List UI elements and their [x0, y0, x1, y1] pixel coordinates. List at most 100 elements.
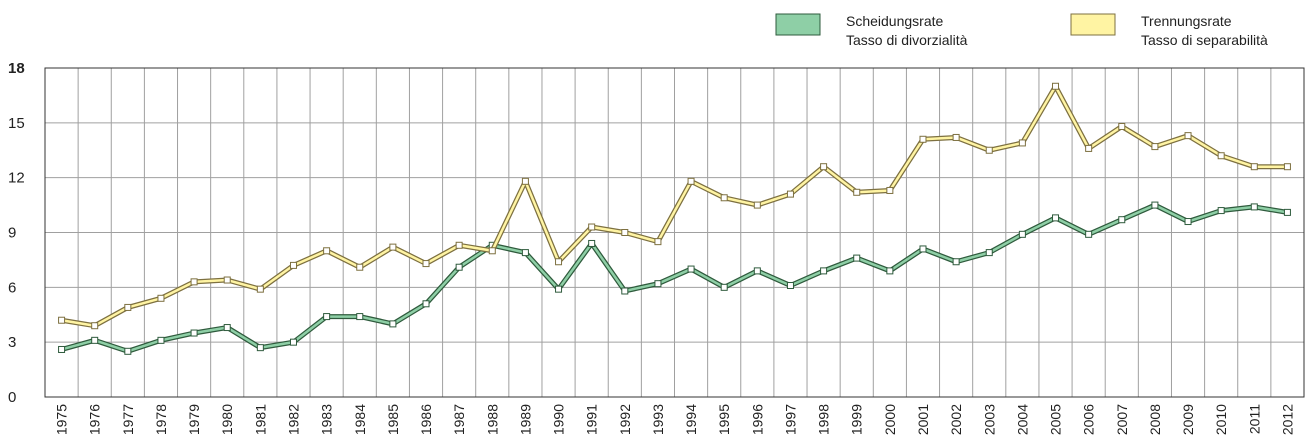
x-tick-label: 2009	[1180, 404, 1196, 435]
x-tick-label: 1981	[252, 404, 268, 435]
x-tick-label: 2007	[1114, 404, 1130, 435]
x-tick-label: 1998	[816, 404, 832, 435]
x-tick-label: 2003	[981, 404, 997, 435]
x-tick-label: 1990	[551, 404, 567, 435]
point-marker	[820, 267, 828, 275]
point-marker	[223, 324, 231, 332]
x-tick-label: 1976	[87, 404, 103, 435]
x-tick-label: 2008	[1147, 404, 1163, 435]
point-marker	[853, 188, 861, 196]
point-marker	[1250, 163, 1258, 171]
x-tick-label: 2000	[882, 404, 898, 435]
x-tick-label: 1979	[186, 404, 202, 435]
point-marker	[919, 245, 927, 253]
point-marker	[1018, 230, 1026, 238]
point-marker	[256, 285, 264, 293]
point-marker	[488, 247, 496, 255]
point-marker	[687, 265, 695, 273]
point-marker	[521, 249, 529, 257]
point-marker	[952, 133, 960, 141]
point-marker	[786, 282, 794, 290]
x-tick-label: 1993	[650, 404, 666, 435]
point-marker	[919, 135, 927, 143]
point-marker	[985, 146, 993, 154]
point-marker	[1184, 218, 1192, 226]
x-tick-label: 1988	[484, 404, 500, 435]
point-marker	[157, 336, 165, 344]
point-marker	[621, 287, 629, 295]
x-tick-label: 1994	[683, 404, 699, 435]
point-marker	[223, 276, 231, 284]
x-tick-label: 1997	[782, 404, 798, 435]
point-marker	[654, 280, 662, 288]
x-tick-label: 2005	[1048, 404, 1064, 435]
point-marker	[1085, 230, 1093, 238]
series-line	[61, 85, 1288, 327]
point-marker	[521, 177, 529, 185]
point-marker	[1184, 132, 1192, 140]
y-tick-label: 9	[8, 225, 16, 242]
x-tick-label: 1977	[120, 404, 136, 435]
point-marker	[853, 254, 861, 262]
point-marker	[389, 243, 397, 251]
x-tick-label: 2010	[1213, 404, 1229, 435]
point-marker	[157, 294, 165, 302]
legend-label: Scheidungsrate	[846, 13, 944, 29]
point-marker	[985, 249, 993, 257]
y-tick-label: 3	[8, 334, 16, 351]
point-marker	[58, 345, 66, 353]
point-marker	[124, 347, 132, 355]
point-marker	[1217, 152, 1225, 160]
point-marker	[1151, 143, 1159, 151]
point-marker	[555, 258, 563, 266]
x-tick-label: 1978	[153, 404, 169, 435]
point-marker	[289, 338, 297, 346]
series-line	[61, 203, 1288, 353]
point-marker	[1151, 201, 1159, 209]
point-marker	[190, 278, 198, 286]
point-marker	[1052, 82, 1060, 90]
y-tick-label: 0	[8, 389, 16, 406]
point-marker	[422, 260, 430, 268]
legend-label: Tasso di separabilità	[1141, 32, 1268, 48]
x-tick-label: 1995	[716, 404, 732, 435]
point-marker	[389, 320, 397, 328]
y-tick-label: 12	[8, 170, 25, 187]
x-tick-label: 2011	[1246, 404, 1262, 434]
point-marker	[91, 336, 99, 344]
point-marker	[356, 263, 364, 271]
point-marker	[1118, 122, 1126, 130]
point-marker	[687, 177, 695, 185]
x-tick-label: 2004	[1014, 404, 1030, 435]
x-tick-label: 2012	[1279, 404, 1295, 435]
point-marker	[124, 303, 132, 311]
point-marker	[1217, 207, 1225, 215]
point-marker	[323, 313, 331, 321]
x-tick-label: 1984	[352, 404, 368, 435]
x-tick-label: 1991	[584, 404, 600, 435]
point-marker	[58, 316, 66, 324]
point-marker	[1250, 203, 1258, 211]
point-marker	[1283, 208, 1291, 216]
point-marker	[323, 247, 331, 255]
point-marker	[720, 194, 728, 202]
x-tick-label: 1986	[418, 404, 434, 435]
point-marker	[588, 239, 596, 247]
point-marker	[289, 261, 297, 269]
x-tick-label: 2006	[1081, 404, 1097, 435]
y-tick-label: 6	[8, 279, 16, 296]
x-tick-label: 1996	[749, 404, 765, 435]
point-marker	[886, 267, 894, 275]
point-marker	[455, 263, 463, 271]
point-marker	[555, 285, 563, 293]
point-marker	[720, 283, 728, 291]
point-marker	[455, 241, 463, 249]
x-tick-label: 1987	[451, 404, 467, 435]
point-marker	[621, 229, 629, 236]
x-tick-label: 1989	[517, 404, 533, 435]
x-tick-label: 1983	[319, 404, 335, 435]
point-marker	[190, 329, 198, 337]
point-marker	[1018, 139, 1026, 147]
x-tick-label: 2001	[915, 404, 931, 435]
point-marker	[588, 223, 596, 231]
